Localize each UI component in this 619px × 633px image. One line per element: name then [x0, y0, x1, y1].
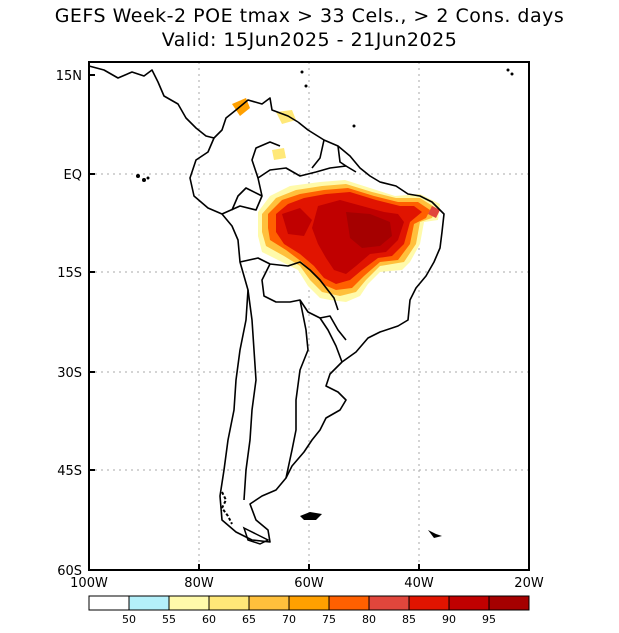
chile-fjords: [220, 491, 233, 525]
colorbar-swatch: [128, 595, 170, 611]
colorbar-swatch: [328, 595, 370, 611]
colorbar-swatch: [488, 595, 530, 611]
colorbar-label: 70: [282, 613, 296, 626]
colorbar-swatch: [448, 595, 490, 611]
colorbar-label: 65: [242, 613, 256, 626]
lat-label-60s: 60S: [57, 564, 82, 579]
south-georgia: [428, 530, 442, 538]
colorbar-label: 90: [442, 613, 456, 626]
colorbar-swatch: [88, 595, 130, 611]
colorbar-label: 60: [202, 613, 216, 626]
lon-label-80w: 80W: [184, 576, 214, 591]
colorbar-swatch: [288, 595, 330, 611]
islands: [136, 68, 514, 182]
colorbar-swatch: [408, 595, 450, 611]
shade-95c: [282, 208, 312, 236]
colorbar-label: 80: [362, 613, 376, 626]
lat-label-eq: EQ: [64, 168, 82, 183]
colorbar-swatch: [248, 595, 290, 611]
lon-label-60w: 60W: [294, 576, 324, 591]
lat-label-15s: 15S: [57, 266, 82, 281]
gridlines: [89, 62, 529, 570]
colorbar-swatch: [368, 595, 410, 611]
lat-label-45s: 45S: [57, 464, 82, 479]
falkland-islands: [300, 512, 322, 520]
colorbar-label: 95: [482, 613, 496, 626]
lat-label-30s: 30S: [57, 366, 82, 381]
lon-label-40w: 40W: [404, 576, 434, 591]
latitude-labels: 15N EQ 15S 30S 45S 60S: [56, 69, 82, 579]
colorbar-label: 75: [322, 613, 336, 626]
coastlines: [88, 65, 445, 543]
chart-title: GEFS Week-2 POE tmax > 33 Cels., > 2 Con…: [54, 5, 565, 27]
shade-95b: [346, 212, 392, 248]
colorbar-label: 55: [162, 613, 176, 626]
axis-ticks: [89, 74, 420, 570]
colorbar-swatch: [208, 595, 250, 611]
lon-label-20w: 20W: [514, 576, 544, 591]
lon-label-100w: 100W: [70, 576, 108, 591]
lat-label-15n: 15N: [56, 69, 82, 84]
colorbar-label: 85: [402, 613, 416, 626]
tierra-del-fuego: [242, 526, 270, 545]
chart-subtitle: Valid: 15Jun2025 - 21Jun2025: [161, 29, 458, 51]
shade-north-3: [272, 148, 286, 160]
shade-east-tip: [428, 206, 440, 218]
colorbar-swatch: [168, 595, 210, 611]
colorbar-label: 50: [122, 613, 136, 626]
longitude-labels: 100W 80W 60W 40W 20W: [70, 576, 544, 591]
colorbar: 50 55 60 65 70 75 80 85 90 95: [88, 595, 530, 626]
